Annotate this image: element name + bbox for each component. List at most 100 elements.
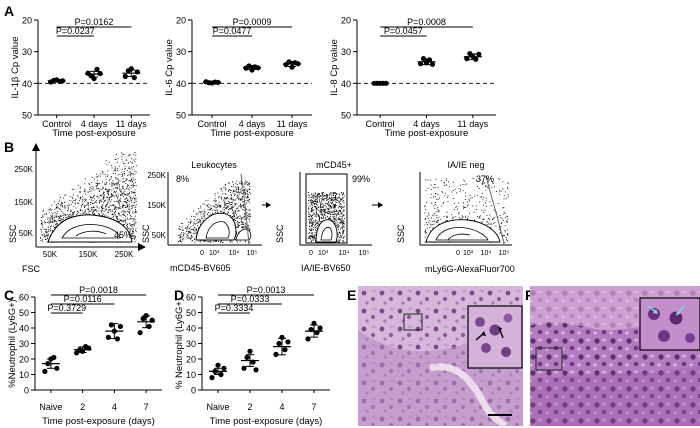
event-dot	[190, 221, 192, 222]
event-dot	[209, 213, 211, 215]
panel-label-b: B	[4, 139, 14, 155]
x-axis-title: Time post-exposure	[52, 128, 136, 139]
event-dot	[117, 202, 119, 204]
event-dot	[103, 200, 105, 202]
event-dot	[96, 183, 98, 184]
event-dot	[326, 193, 327, 195]
event-dot	[123, 224, 125, 225]
panel-label-a: A	[4, 3, 14, 19]
y-tick-label: 30	[341, 47, 351, 57]
event-dot	[117, 174, 119, 176]
event-dot	[313, 205, 315, 207]
event-dot	[333, 199, 335, 201]
event-dot	[115, 215, 117, 217]
event-dot	[124, 220, 126, 222]
flow2-ylabel: SSC	[141, 224, 151, 243]
event-dot	[132, 162, 134, 164]
event-dot	[214, 240, 216, 242]
event-dot	[99, 183, 101, 185]
event-dot	[233, 199, 235, 201]
event-dot	[220, 211, 222, 212]
event-dot	[308, 215, 309, 217]
event-dot	[243, 205, 245, 207]
y-tick-label: 50	[341, 111, 351, 121]
event-dot	[244, 225, 246, 226]
event-dot	[338, 213, 340, 215]
event-dot	[225, 204, 227, 206]
event-dot	[183, 234, 185, 236]
event-dot	[235, 222, 237, 224]
event-dot	[178, 234, 180, 236]
event-dot	[193, 210, 195, 212]
event-dot	[59, 215, 61, 217]
event-dot	[121, 171, 122, 173]
event-dot	[204, 215, 206, 217]
event-dot	[446, 216, 447, 218]
event-dot	[183, 234, 185, 236]
event-dot	[93, 195, 95, 196]
event-dot	[77, 196, 79, 198]
event-dot	[337, 224, 339, 226]
event-dot	[329, 218, 331, 220]
event-dot	[102, 173, 104, 175]
y-tick-label: 30	[186, 339, 196, 349]
event-dot	[117, 188, 119, 189]
event-dot	[313, 236, 315, 238]
event-dot	[467, 215, 469, 217]
event-dot	[56, 220, 57, 222]
event-dot	[203, 215, 205, 217]
event-dot	[49, 209, 51, 211]
event-dot	[451, 191, 453, 193]
event-dot	[133, 196, 134, 198]
event-dot	[123, 154, 125, 155]
event-dot	[245, 196, 247, 198]
event-dot	[249, 191, 251, 193]
event-dot	[122, 204, 124, 206]
event-dot	[132, 179, 134, 181]
event-dot	[313, 195, 314, 196]
event-dot	[97, 176, 98, 178]
event-dot	[103, 192, 105, 194]
event-dot	[235, 204, 237, 206]
p-value-label: P=0.0162	[75, 17, 114, 27]
event-dot	[224, 197, 225, 199]
event-dot	[342, 200, 344, 202]
event-dot	[507, 187, 508, 188]
event-dot	[96, 207, 98, 208]
event-dot	[216, 200, 217, 202]
event-dot	[128, 171, 130, 173]
event-dot	[332, 197, 334, 199]
event-dot	[85, 198, 87, 200]
event-dot	[312, 237, 313, 238]
event-dot	[242, 217, 244, 218]
event-dot	[424, 206, 426, 208]
event-dot	[240, 215, 242, 217]
event-dot	[106, 193, 108, 194]
event-dot	[327, 204, 329, 205]
event-dot	[134, 202, 135, 204]
event-dot	[309, 220, 310, 222]
event-dot	[80, 191, 81, 193]
event-dot	[308, 211, 310, 213]
event-dot	[249, 193, 251, 195]
event-dot	[204, 240, 206, 242]
event-dot	[235, 193, 237, 195]
event-dot	[119, 184, 120, 186]
event-dot	[437, 206, 439, 208]
event-dot	[225, 189, 227, 191]
event-dot	[191, 237, 192, 239]
event-dot	[129, 191, 130, 193]
event-dot	[87, 204, 89, 205]
event-dot	[106, 196, 108, 198]
event-dot	[318, 206, 320, 208]
event-dot	[112, 204, 114, 206]
event-dot	[75, 198, 77, 200]
event-dot	[314, 219, 316, 221]
event-dot	[455, 206, 457, 208]
event-dot	[241, 187, 242, 189]
event-dot	[123, 205, 124, 207]
event-dot	[318, 222, 320, 224]
event-dot	[226, 207, 227, 208]
event-dot	[245, 223, 247, 225]
